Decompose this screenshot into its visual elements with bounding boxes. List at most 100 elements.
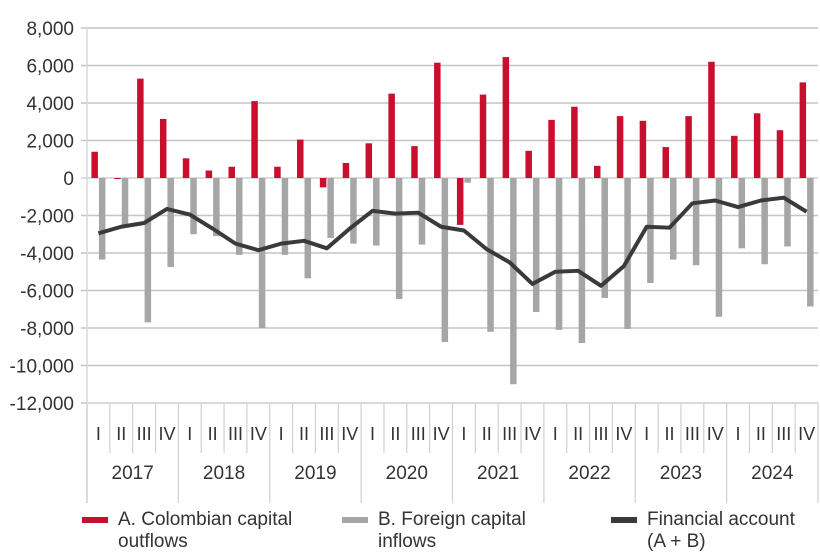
quarter-label: III [137, 424, 152, 444]
legend-swatch-red [82, 517, 108, 523]
bar-foreign-inflows [692, 178, 700, 266]
bar-colombian-outflows [662, 147, 670, 178]
legend-label: outflows [118, 531, 188, 552]
bar-foreign-inflows [555, 178, 563, 330]
quarter-label: IV [615, 424, 632, 444]
bar-colombian-outflows [342, 163, 350, 178]
y-tick-label: 0 [63, 169, 74, 190]
line-financial-account [97, 195, 808, 288]
quarter-label: I [279, 424, 284, 444]
year-label: 2021 [477, 463, 519, 484]
bar-foreign-inflows [487, 178, 494, 332]
bar-colombian-outflows [297, 139, 304, 178]
bar-colombian-outflows [411, 146, 418, 178]
legend: A. Colombian capital outflows B. Foreign … [0, 509, 820, 554]
bar-foreign-inflows [304, 178, 312, 279]
bar-colombian-outflows [616, 116, 624, 178]
y-tick-label: 4,000 [26, 94, 74, 115]
bar-colombian-outflows [434, 62, 441, 178]
quarter-label: II [299, 424, 309, 444]
bar-colombian-outflows [182, 158, 190, 178]
bar-colombian-outflows [571, 106, 578, 178]
quarter-label: IV [158, 424, 175, 444]
quarter-label: IV [341, 424, 358, 444]
quarter-label: II [116, 424, 126, 444]
bar-foreign-inflows [121, 178, 129, 225]
quarter-label: IV [798, 424, 815, 444]
bar-colombian-outflows [388, 93, 395, 178]
bar-foreign-inflows [213, 178, 220, 237]
year-label: 2017 [112, 463, 154, 484]
year-label: 2018 [203, 463, 245, 484]
legend-item-foreign-inflows: B. Foreign capital inflows [342, 509, 526, 553]
bar-colombian-outflows [228, 166, 235, 178]
bar-colombian-outflows [91, 151, 98, 178]
bar-colombian-outflows [479, 94, 487, 178]
bar-colombian-outflows [731, 135, 738, 178]
legend-label: B. Foreign capital [378, 509, 526, 530]
bar-colombian-outflows [205, 170, 213, 178]
bar-foreign-inflows [258, 178, 266, 328]
legend-label: inflows [378, 531, 437, 552]
quarter-label: II [665, 424, 675, 444]
bar-foreign-inflows [807, 178, 814, 307]
quarter-label: III [593, 424, 608, 444]
bar-foreign-inflows [395, 178, 403, 299]
bar-colombian-outflows [548, 119, 555, 178]
year-label: 2023 [660, 463, 702, 484]
bar-colombian-outflows [799, 82, 807, 178]
quarter-label: I [553, 424, 558, 444]
bar-foreign-inflows [441, 178, 449, 343]
legend-swatch-dark [611, 517, 637, 523]
legend-item-financial-account: Financial account (A + B) [611, 509, 795, 553]
quarter-label: II [482, 424, 492, 444]
y-tick-label: 2,000 [26, 132, 74, 153]
bar-colombian-outflows [319, 178, 327, 188]
quarter-label: I [461, 424, 466, 444]
bar-colombian-outflows [502, 57, 510, 178]
quarter-label: I [370, 424, 375, 444]
year-label: 2020 [386, 463, 428, 484]
y-tick-label: 8,000 [26, 19, 74, 40]
year-label: 2019 [294, 463, 336, 484]
bar-foreign-inflows [281, 178, 289, 255]
bar-foreign-inflows [235, 178, 243, 255]
quarter-label: IV [250, 424, 267, 444]
chart: 8,000 6,000 4,000 2,000 0 -2,000 -4,000 -6,000 -… [10, 19, 819, 503]
quarter-label: III [319, 424, 334, 444]
bar-colombian-outflows [776, 130, 784, 178]
bar-foreign-inflows [327, 178, 334, 238]
quarter-label: IV [524, 424, 541, 444]
quarter-label: I [644, 424, 649, 444]
bar-foreign-inflows [144, 178, 152, 323]
bar-foreign-inflows [715, 178, 723, 317]
legend-label: (A + B) [647, 531, 706, 552]
quarter-label: II [573, 424, 583, 444]
bar-colombian-outflows [114, 178, 121, 179]
bar-colombian-outflows [708, 61, 715, 178]
bar-foreign-inflows [350, 178, 357, 244]
bar-foreign-inflows [761, 178, 768, 265]
bar-foreign-inflows [624, 178, 631, 329]
bar-foreign-inflows [190, 178, 197, 235]
y-tick-label: -10,000 [10, 357, 74, 378]
y-tick-label: -6,000 [20, 282, 74, 303]
bar-foreign-inflows [98, 178, 106, 260]
bar-colombian-outflows [639, 120, 647, 178]
bar-colombian-outflows [593, 165, 601, 178]
y-tick-label: -2,000 [20, 207, 74, 228]
quarter-label: I [736, 424, 741, 444]
legend-item-colombian-outflows: A. Colombian capital outflows [82, 509, 292, 553]
bar-colombian-outflows [456, 178, 464, 225]
bar-foreign-inflows [784, 178, 791, 247]
bar-foreign-inflows [578, 178, 586, 343]
legend-label: Financial account [647, 509, 795, 530]
quarter-label: IV [433, 424, 450, 444]
bar-foreign-inflows [601, 178, 608, 298]
bar-colombian-outflows [251, 101, 258, 178]
bar-colombian-outflows [525, 150, 532, 178]
bar-colombian-outflows [274, 166, 281, 178]
legend-label: A. Colombian capital [118, 509, 293, 530]
bar-colombian-outflows [753, 113, 761, 178]
bar-colombian-outflows [159, 118, 167, 178]
